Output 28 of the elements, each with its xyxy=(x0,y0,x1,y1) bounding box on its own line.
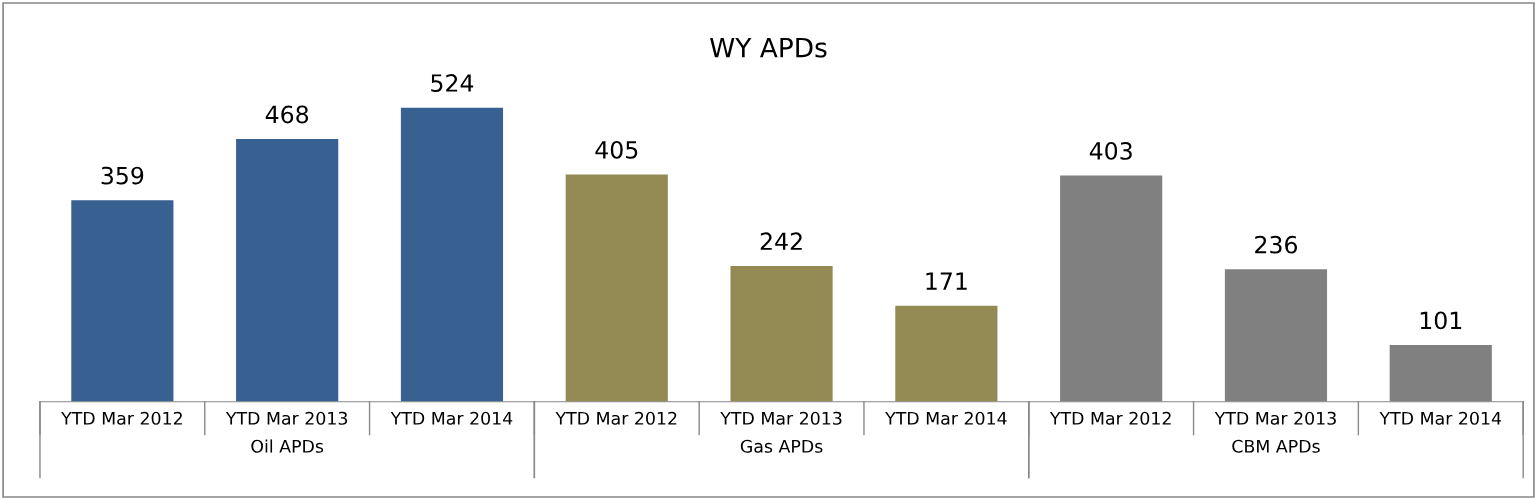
x-tick-label: YTD Mar 2013 xyxy=(1214,411,1336,425)
chart-title: WY APDs xyxy=(710,37,827,58)
data-label: 359 xyxy=(101,166,144,185)
x-tick-label: YTD Mar 2012 xyxy=(61,411,182,425)
data-label: 403 xyxy=(1089,142,1132,160)
bar xyxy=(400,107,504,402)
x-tick-label: YTD Mar 2013 xyxy=(225,411,348,425)
bar xyxy=(730,265,833,402)
x-tick-label: YTD Mar 2013 xyxy=(720,411,842,425)
data-label: 242 xyxy=(760,232,802,250)
data-label: 101 xyxy=(1420,311,1462,330)
data-label: 524 xyxy=(431,74,474,92)
bar xyxy=(236,139,339,402)
data-label: 236 xyxy=(1255,235,1298,254)
x-tick-label: YTD Mar 2014 xyxy=(885,411,1007,425)
data-label: 405 xyxy=(595,140,638,159)
bar xyxy=(71,200,174,402)
text: CBM APDs xyxy=(1232,439,1320,453)
text: Gas APDs xyxy=(740,439,823,453)
data-label: 468 xyxy=(265,105,309,124)
data-label: 171 xyxy=(926,272,967,290)
bar xyxy=(895,305,998,402)
text: Oil APDs xyxy=(251,439,324,453)
x-tick-label: YTD Mar 2014 xyxy=(390,411,513,425)
x-tick-label: YTD Mar 2012 xyxy=(1049,411,1171,425)
bar xyxy=(565,174,668,402)
x-tick-label: YTD Mar 2012 xyxy=(555,411,677,425)
x-tick-label: YTD Mar 2014 xyxy=(1379,411,1502,425)
